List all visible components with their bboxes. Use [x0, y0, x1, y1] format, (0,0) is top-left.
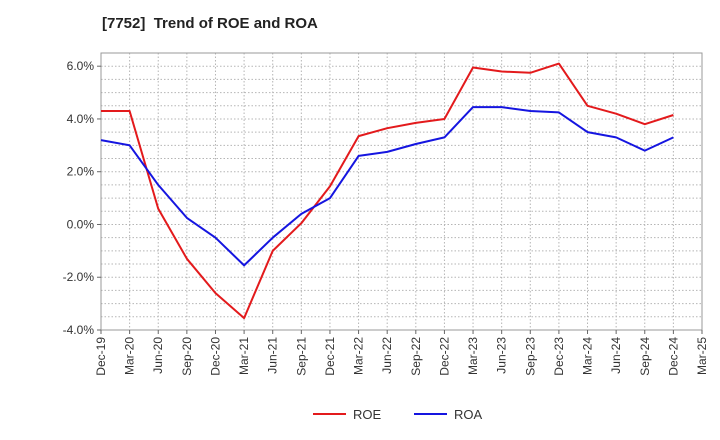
x-tick-label: Dec-23 [552, 337, 566, 376]
y-tick-label: -2.0% [63, 270, 95, 284]
chart-title: [7752] Trend of ROE and ROA [102, 15, 318, 32]
x-tick-label: Sep-22 [409, 337, 423, 376]
x-tick-label: Sep-24 [638, 337, 652, 376]
legend-label-roa: ROA [454, 407, 483, 422]
y-axis-ticks: -4.0% -2.0% 0.0% 2.0% 4.0% 6.0% [63, 59, 101, 337]
y-tick-label: -4.0% [63, 323, 95, 337]
x-tick-label: Mar-24 [581, 337, 595, 375]
x-tick-label: Jun-20 [151, 337, 165, 374]
x-tick-label: Dec-24 [666, 337, 680, 376]
x-tick-label: Sep-21 [294, 337, 308, 376]
y-tick-label: 4.0% [67, 112, 95, 126]
x-tick-label: Dec-20 [208, 337, 222, 376]
legend: ROE ROA [313, 407, 483, 422]
x-tick-label: Sep-20 [180, 337, 194, 376]
x-tick-label: Jun-23 [495, 337, 509, 374]
legend-label-roe: ROE [353, 407, 382, 422]
y-tick-label: 6.0% [67, 59, 95, 73]
series-line-roa [100, 106, 674, 267]
y-tick-label: 0.0% [67, 217, 95, 231]
x-tick-label: Mar-21 [237, 337, 251, 375]
x-tick-label: Mar-23 [466, 337, 480, 375]
x-tick-label: Sep-23 [523, 337, 537, 376]
plot-area-frame [100, 52, 703, 331]
x-tick-label: Jun-24 [609, 337, 623, 374]
grid-lines [100, 52, 703, 331]
x-tick-label: Mar-20 [123, 337, 137, 375]
x-tick-label: Dec-22 [437, 337, 451, 376]
x-axis-ticks: Dec-19 Mar-20 Jun-20 Sep-20 Dec-20 Mar-21 Jun-… [94, 330, 709, 376]
x-tick-label: Mar-25 [695, 337, 709, 375]
series-line-roe [101, 62, 674, 320]
x-tick-label: Jun-21 [266, 337, 280, 374]
x-tick-label: Dec-19 [94, 337, 108, 376]
x-tick-label: Dec-21 [323, 337, 337, 376]
x-tick-label: Mar-22 [352, 337, 366, 375]
x-tick-label: Jun-22 [380, 337, 394, 374]
series-lines [100, 62, 674, 320]
y-tick-label: 2.0% [67, 165, 95, 179]
